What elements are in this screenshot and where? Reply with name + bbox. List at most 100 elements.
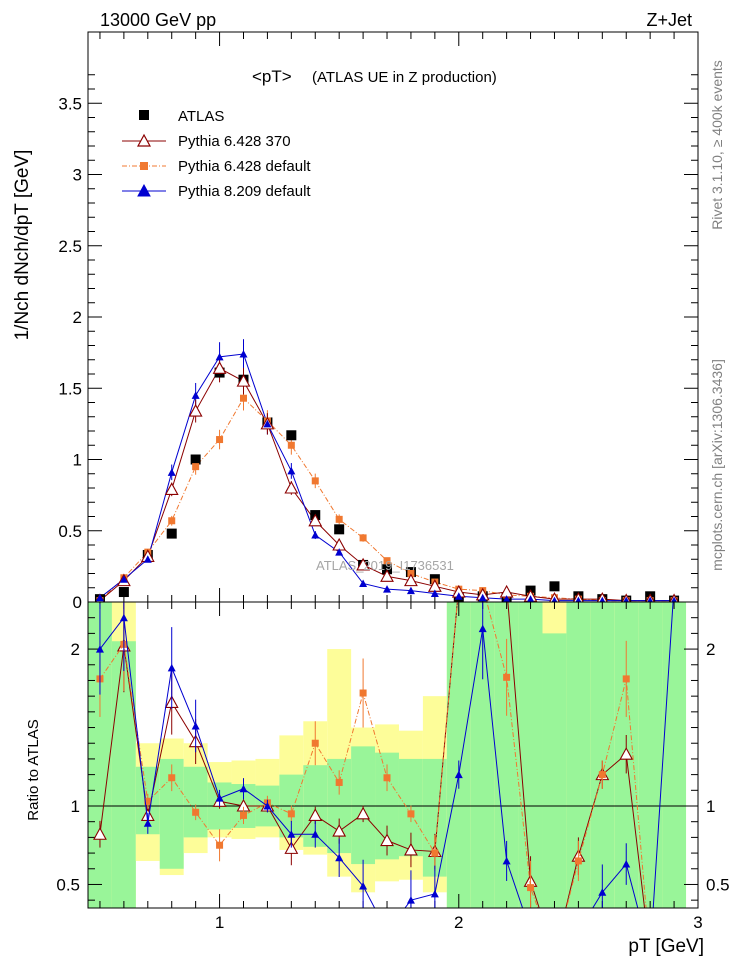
uncertainty-band-inner xyxy=(470,602,495,908)
main-ytick-label: 1 xyxy=(73,451,82,470)
ratio-p6-default-point xyxy=(598,771,606,779)
x-axis-label: pT [GeV] xyxy=(628,936,704,957)
atlas-point xyxy=(118,587,129,598)
uncertainty-band-inner xyxy=(446,602,471,908)
ratio-p6-370-point xyxy=(619,747,634,760)
analysis-watermark: ATLAS_2019_I1736531 xyxy=(316,558,454,573)
ratio-p6-370-point xyxy=(380,833,394,847)
ratio-p6-370-point xyxy=(356,806,371,820)
ratio-ytick-label-right: 1 xyxy=(706,797,715,816)
ratio-p8-default-point xyxy=(335,853,344,862)
legend-atlas-label: ATLAS xyxy=(178,108,224,125)
ratio-p6-default-point xyxy=(527,884,535,892)
ratio-p6-370-point xyxy=(93,827,107,840)
side-label-bottom: mcplots.cern.ch [arXiv:1306.3436] xyxy=(709,359,725,571)
ratio-ytick-label: 0.5 xyxy=(56,875,80,894)
ratio-p8-default-point xyxy=(95,645,104,653)
ratio-p6-370-point xyxy=(332,823,347,837)
ratio-p8-default-point xyxy=(287,830,296,838)
uncertainty-band-inner xyxy=(183,766,208,838)
atlas-point xyxy=(190,454,201,465)
p8-default-point xyxy=(263,419,272,428)
p8-default-point xyxy=(95,593,104,602)
p8-default-point xyxy=(359,579,368,587)
legend-atlas-marker xyxy=(139,110,149,120)
ratio-ytick-label-right: 2 xyxy=(706,640,715,659)
p8-default-point xyxy=(239,350,248,358)
ratio-frame xyxy=(87,601,699,909)
main-ytick-label: 2 xyxy=(73,308,82,327)
plot-title: <pT> xyxy=(252,67,292,86)
p6-370-point xyxy=(236,373,251,387)
ratio-p8-default-point xyxy=(502,856,511,865)
main-ytick-label: 1.5 xyxy=(58,379,82,398)
p8-default-point xyxy=(430,589,439,597)
ratio-p6-370-point xyxy=(284,841,299,854)
process-label: 13000 GeV pp xyxy=(100,10,216,30)
ratio-p8-default-point xyxy=(311,830,320,838)
ratio-p6-default-point xyxy=(383,774,391,782)
ratio-p6-default-point xyxy=(239,811,247,819)
ratio-ytick-label-right: 0.5 xyxy=(706,875,730,894)
p6-370-point xyxy=(164,482,179,495)
ratio-ytick-label: 1 xyxy=(71,797,80,816)
channel-label: Z+Jet xyxy=(646,10,692,30)
legend-p6-def-label: Pythia 6.428 default xyxy=(178,158,311,175)
ratio-p6-default-point xyxy=(144,797,152,805)
p8-default-point xyxy=(383,585,392,593)
p6-default-point xyxy=(192,463,200,471)
p6-370-point xyxy=(404,573,418,587)
p6-default-point xyxy=(216,436,224,444)
p6-default-point xyxy=(311,477,319,485)
ratio-p8-default-point xyxy=(263,802,272,810)
main-ytick-label: 3 xyxy=(73,166,82,185)
uncertainty-band-inner xyxy=(542,633,567,908)
uncertainty-band-inner xyxy=(638,602,663,908)
p6-default-point xyxy=(287,441,295,449)
p8-default-point xyxy=(526,595,535,603)
p6-default-point xyxy=(168,517,176,525)
main-ytick-label: 3.5 xyxy=(58,94,82,113)
p8-default-point xyxy=(454,592,463,600)
ratio-p6-default-point xyxy=(192,808,200,816)
p6-default-point xyxy=(359,534,367,542)
ratio-p8-default-point xyxy=(454,770,463,779)
ratio-p6-default-point xyxy=(359,689,367,697)
ratio-p8-default-point xyxy=(119,613,128,622)
atlas-point xyxy=(286,430,297,441)
p8-default-point xyxy=(478,593,487,602)
main-ytick-label: 0.5 xyxy=(58,522,82,541)
uncertainty-band-inner xyxy=(662,602,687,908)
ratio-p8-default-point xyxy=(239,784,248,793)
x-tick-label: 2 xyxy=(454,913,463,932)
ratio-p6-default-point xyxy=(335,778,343,786)
ratio-p8-default-point xyxy=(406,896,415,904)
ratio-p6-370-point xyxy=(308,808,323,821)
legend: ATLAS Pythia 6.428 370 Pythia 6.428 defa… xyxy=(122,108,311,200)
ratio-p8-default-point xyxy=(167,663,176,672)
ratio-p6-default-point xyxy=(407,810,415,818)
p6-370-point xyxy=(212,361,227,374)
main-panel: 0 0.5 1 1.5 2 2.5 3 3.5 xyxy=(58,31,699,612)
plot-subtitle: (ATLAS UE in Z production) xyxy=(312,69,497,86)
legend-p8-def-label: Pythia 8.209 default xyxy=(178,183,311,200)
p8-default-point xyxy=(191,391,200,399)
uncertainty-band-inner xyxy=(111,641,136,908)
side-label-top: Rivet 3.1.10, ≥ 400k events xyxy=(709,60,725,230)
p6-default-point xyxy=(239,394,247,402)
ratio-p6-default-point xyxy=(574,857,582,865)
p6-370-point xyxy=(284,480,299,494)
ratio-p6-default-point xyxy=(287,810,295,818)
main-ylabel: 1/Nch dNch/dpT [GeV] xyxy=(12,150,33,341)
legend-p6-370-marker xyxy=(136,133,152,147)
x-tick-label: 3 xyxy=(693,913,702,932)
ratio-panel: 0.5 0.5 1 1 2 2 1 2 3 xyxy=(56,601,730,932)
p8-default-point xyxy=(143,555,152,563)
ratio-p8-default-point xyxy=(598,888,607,896)
p8-default-point xyxy=(311,531,320,539)
ratio-p6-default-point xyxy=(622,675,630,683)
p8-default-point xyxy=(167,468,176,476)
p8-default-point xyxy=(119,575,128,583)
uncertainty-band-inner xyxy=(494,602,519,908)
uncertainty-band-inner xyxy=(566,602,591,908)
